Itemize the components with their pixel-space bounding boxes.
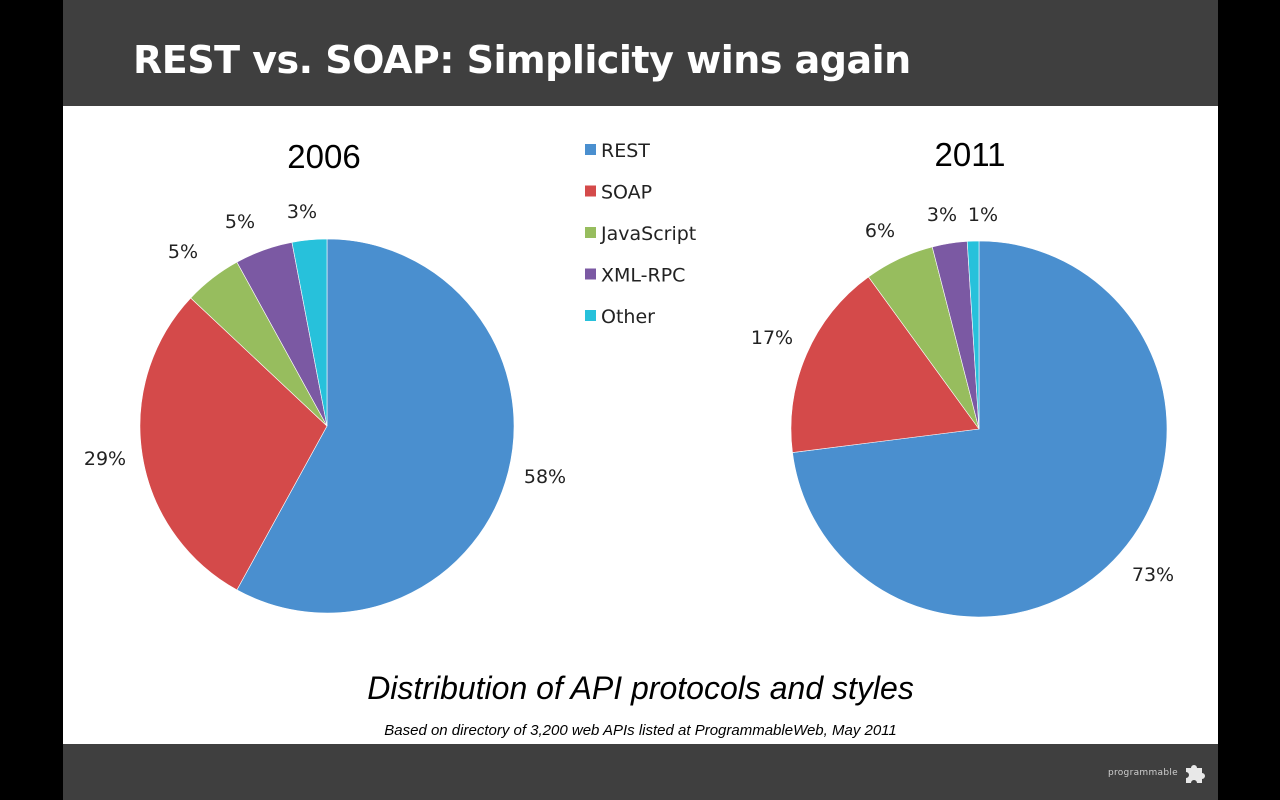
- pie-slice-soap-2006: [139, 297, 328, 591]
- data-label-xml-rpc-2011: 3%: [927, 204, 957, 226]
- legend-swatch-javascript: [585, 227, 596, 238]
- pie-slice-rest-2011: [792, 240, 1168, 618]
- data-label-rest-2011: 73%: [1132, 564, 1174, 586]
- legend: REST SOAP JavaScript XML-RPC Other: [585, 140, 696, 328]
- footer-logo: programmable: [1108, 758, 1206, 788]
- legend-swatch-rest: [585, 144, 596, 155]
- data-label-other-2006: 3%: [287, 201, 317, 223]
- title-bar: REST vs. SOAP: Simplicity wins again: [63, 0, 1218, 106]
- chart-title-2006: 2006: [287, 138, 360, 175]
- data-label-soap-2011: 17%: [751, 327, 793, 349]
- pie-slice-rest-2006: [236, 238, 515, 614]
- pie-chart-2011: 2011 73% 17% 6% 3% 1%: [751, 136, 1174, 618]
- pie-slice-other-2011: [966, 240, 980, 430]
- pie-slice-other-2006: [291, 238, 328, 427]
- legend-label-xml-rpc: XML-RPC: [601, 265, 685, 287]
- data-label-soap-2006: 29%: [84, 448, 126, 470]
- legend-label-soap: SOAP: [601, 182, 652, 204]
- pie-chart-2006: 2006 58% 29% 5% 5% 3%: [84, 138, 566, 614]
- chart-title-2011: 2011: [935, 136, 1006, 173]
- footer-bar: programmable: [63, 744, 1218, 800]
- data-label-javascript-2011: 6%: [865, 220, 895, 242]
- legend-swatch-soap: [585, 185, 596, 197]
- legend-label-rest: REST: [601, 140, 650, 162]
- pie-slice-soap-2011: [790, 276, 980, 453]
- data-label-javascript-2006: 5%: [168, 241, 198, 263]
- chart-caption: Distribution of API protocols and styles: [367, 670, 914, 706]
- data-label-other-2011: 1%: [968, 204, 998, 226]
- legend-swatch-xml-rpc: [585, 268, 596, 280]
- data-label-rest-2006: 58%: [524, 466, 566, 488]
- legend-label-other: Other: [601, 306, 655, 328]
- legend-swatch-other: [585, 310, 596, 321]
- footer-logo-text: programmable: [1107, 768, 1178, 778]
- pie-charts: 2006 58% 29% 5% 5% 3% 2011 73% 17% 6% 3% 1% REST SO…: [84, 136, 1174, 618]
- source-note: Based on directory of 3,200 web APIs lis…: [384, 722, 897, 739]
- legend-label-javascript: JavaScript: [600, 223, 696, 245]
- slide-title: REST vs. SOAP: Simplicity wins again: [133, 38, 911, 82]
- puzzle-piece-icon: [1186, 765, 1205, 783]
- data-label-xml-rpc-2006: 5%: [225, 211, 255, 233]
